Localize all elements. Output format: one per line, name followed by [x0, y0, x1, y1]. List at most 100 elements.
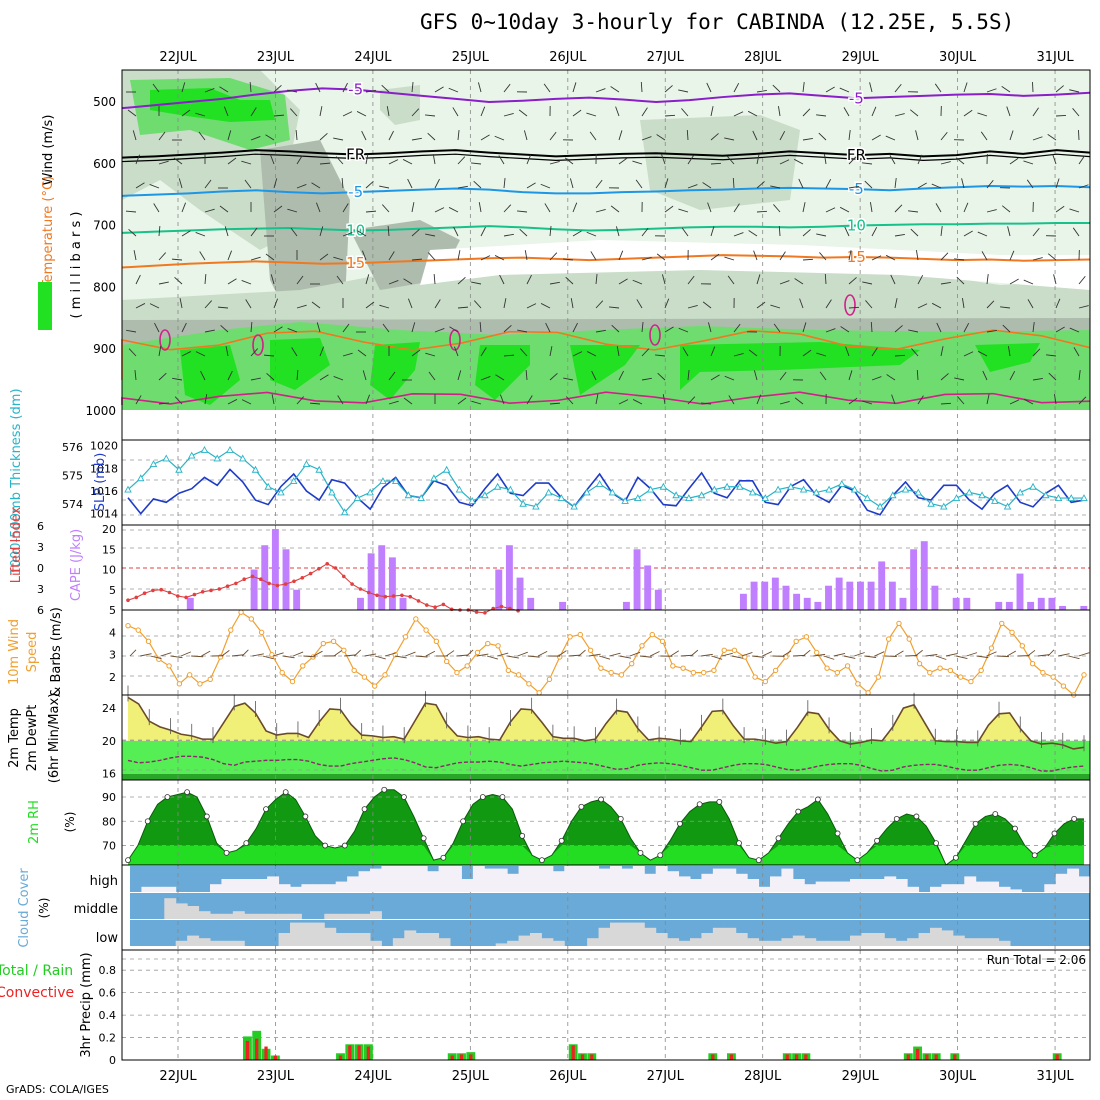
- wind10-line: [127, 611, 1085, 696]
- wind-barb: [457, 370, 462, 381]
- wind-barb: [219, 205, 229, 213]
- wind10-barb: [221, 650, 230, 657]
- cloud-cell: [507, 940, 520, 946]
- wind-barb: [479, 321, 482, 333]
- wind-barb: [756, 301, 766, 309]
- rh2m-point: [539, 857, 545, 864]
- wind-barb: [641, 227, 649, 237]
- cape-bar: [814, 601, 822, 610]
- wind-barb: [802, 82, 805, 93]
- wind-barb: [845, 346, 850, 357]
- isotherm-label: 10: [847, 217, 866, 235]
- li-point: [134, 595, 139, 600]
- wind-barb: [825, 178, 832, 189]
- wind10-point: [176, 681, 183, 687]
- thickness-point: [149, 460, 158, 468]
- wind10-point: [772, 667, 779, 674]
- wind10-point: [341, 647, 347, 653]
- wind-barb: [296, 396, 305, 405]
- wind10-point: [1040, 669, 1046, 676]
- thickness-point: [850, 485, 859, 493]
- thickness-point: [787, 482, 795, 490]
- wind10-tick: 5: [109, 604, 116, 617]
- wind-barb: [1009, 278, 1019, 285]
- wind10-barb: [874, 651, 885, 657]
- rh2m-point: [677, 820, 683, 827]
- wind-barb: [687, 304, 698, 309]
- wind-barb: [295, 129, 298, 141]
- ylabel-cloud: Cloud Cover: [17, 868, 32, 948]
- wind-barb: [753, 250, 758, 261]
- wind-barb: [779, 400, 790, 405]
- wind-barb: [986, 300, 995, 309]
- li-point: [366, 590, 371, 595]
- li-point: [350, 582, 354, 586]
- wind-barb: [425, 233, 436, 237]
- wind-barb: [733, 352, 744, 357]
- isotherm-line: [121, 254, 1091, 269]
- cloud-cell: [667, 938, 680, 946]
- wind-barb: [478, 202, 482, 213]
- cloud-cell: [770, 876, 782, 892]
- rh-shade: [840, 80, 1000, 200]
- below-ground: [122, 410, 1090, 440]
- wind-barb: [756, 89, 767, 93]
- rh2m-point: [893, 815, 900, 822]
- rh2m-point: [854, 857, 861, 864]
- wind-barb: [126, 329, 137, 333]
- precip-conv-bar: [469, 1054, 473, 1060]
- wind-barb: [495, 374, 505, 381]
- rh2m-point: [164, 794, 171, 800]
- wind-barb: [957, 396, 965, 405]
- wind-barb: [204, 273, 207, 285]
- wind-barb: [365, 180, 374, 189]
- wind-barb: [862, 400, 873, 405]
- wind-barb: [940, 161, 951, 165]
- wind-barb: [770, 185, 781, 189]
- wind-barb: [1032, 227, 1040, 237]
- wind-barb: [336, 275, 344, 285]
- thickness-point: [634, 494, 642, 502]
- cloud-cell: [507, 873, 520, 892]
- wind-barb: [132, 130, 137, 141]
- thickness-point: [315, 465, 323, 473]
- cloud-cell: [747, 938, 760, 946]
- thickness-point: [493, 482, 502, 490]
- cloud-cell: [347, 933, 360, 946]
- wind-barb: [595, 329, 606, 333]
- wind10-point: [300, 663, 306, 669]
- thickness-point: [328, 488, 336, 496]
- precip-conv-bar: [245, 1040, 250, 1060]
- thickness-point: [825, 485, 833, 493]
- rh2m-point: [322, 842, 329, 849]
- wind10-barb: [1027, 649, 1036, 657]
- wind10-barb: [721, 652, 733, 657]
- wind-barb: [756, 274, 761, 285]
- ylabel-wind: Wind (m/s): [41, 115, 56, 186]
- wind-barb: [425, 114, 436, 117]
- wind10-point: [937, 665, 943, 671]
- wind-barb: [269, 154, 275, 165]
- wind-barb: [1055, 115, 1067, 117]
- cloud-cell: [164, 886, 177, 892]
- wind-barb: [1032, 107, 1039, 117]
- wind-barb: [540, 303, 551, 309]
- isotherm-loop: [159, 329, 171, 351]
- wind10-barb: [996, 655, 1009, 658]
- wind-barb: [917, 182, 927, 189]
- wind-barb: [1032, 348, 1041, 357]
- wind-barb: [217, 306, 229, 309]
- precip-conv-bar: [571, 1045, 575, 1060]
- wind10-barb: [619, 655, 632, 659]
- thickness-point: [583, 488, 591, 496]
- wind-barb: [894, 233, 905, 237]
- wind10-point: [166, 663, 172, 669]
- wind-barb: [963, 322, 970, 333]
- wind-barb: [499, 274, 505, 285]
- thickness-point: [799, 485, 808, 493]
- wind-barb: [678, 327, 689, 333]
- wind-barb: [661, 274, 666, 285]
- wind-barb: [816, 352, 827, 357]
- thickness-point: [366, 488, 374, 496]
- y-tick-label: 700: [93, 219, 116, 233]
